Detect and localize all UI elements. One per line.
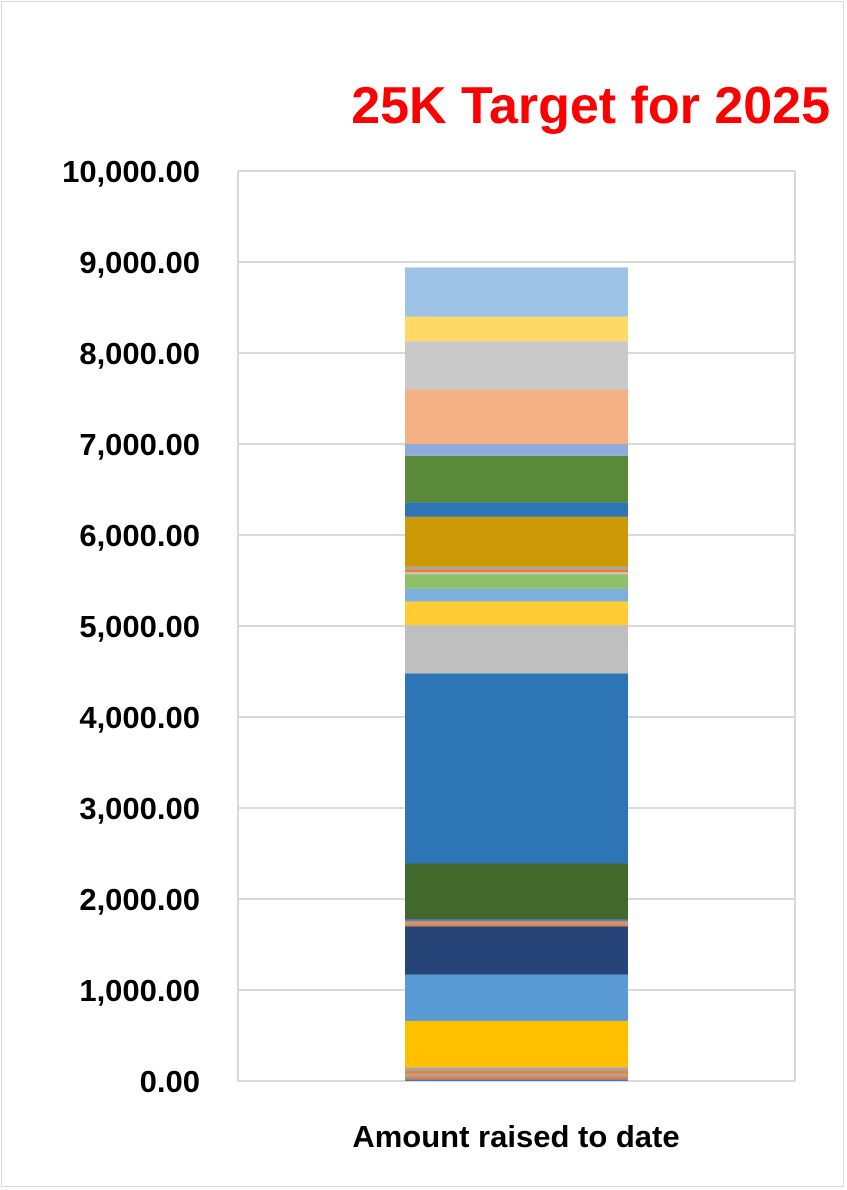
bar-segment	[405, 516, 628, 567]
bar-segment	[405, 455, 628, 503]
y-tick-label: 0.00	[140, 1064, 200, 1099]
bar-segment	[405, 625, 628, 674]
bar-segment	[405, 389, 628, 444]
y-tick-label: 8,000.00	[79, 336, 200, 371]
bar-segment	[405, 316, 628, 342]
y-tick-label: 4,000.00	[79, 700, 200, 735]
bar-segment	[405, 601, 628, 626]
bar-segment	[405, 572, 628, 575]
bar-segment	[405, 922, 628, 925]
bar-segment	[405, 924, 628, 927]
bar-segment	[405, 1076, 628, 1080]
bar-segment	[405, 1070, 628, 1074]
chart-title: 25K Target for 2025	[351, 77, 830, 135]
y-tick-label: 2,000.00	[79, 882, 200, 917]
bar-segment	[405, 1020, 628, 1068]
bar-segment	[405, 267, 628, 317]
bar-segment	[405, 974, 628, 1021]
y-tick-label: 6,000.00	[79, 518, 200, 553]
bar-segment	[405, 673, 628, 864]
y-tick-label: 3,000.00	[79, 791, 200, 826]
y-axis-ticks: 0.00 1,000.00 2,000.00 3,000.00 4,000.00 5,00…	[62, 154, 200, 1099]
bar-segment	[405, 574, 628, 589]
bar-segment	[405, 341, 628, 390]
bar-segment	[405, 588, 628, 602]
bar-segment	[405, 863, 628, 920]
bar-segment	[405, 502, 628, 517]
bar-segment	[405, 569, 628, 573]
bar-segment	[405, 1067, 628, 1071]
bar-segment	[405, 1079, 628, 1081]
y-tick-label: 10,000.00	[62, 154, 200, 189]
bar-segment	[405, 566, 628, 570]
y-tick-label: 9,000.00	[79, 245, 200, 280]
y-tick-label: 1,000.00	[79, 973, 200, 1008]
bar-segment	[405, 920, 628, 923]
x-category-label: Amount raised to date	[352, 1119, 679, 1154]
bar-segment	[405, 444, 628, 456]
bar-segment	[405, 1073, 628, 1077]
bar-stack	[405, 267, 628, 1081]
y-tick-label: 7,000.00	[79, 427, 200, 462]
y-tick-label: 5,000.00	[79, 609, 200, 644]
bar-segment	[405, 926, 628, 975]
bar-segment	[405, 919, 628, 921]
